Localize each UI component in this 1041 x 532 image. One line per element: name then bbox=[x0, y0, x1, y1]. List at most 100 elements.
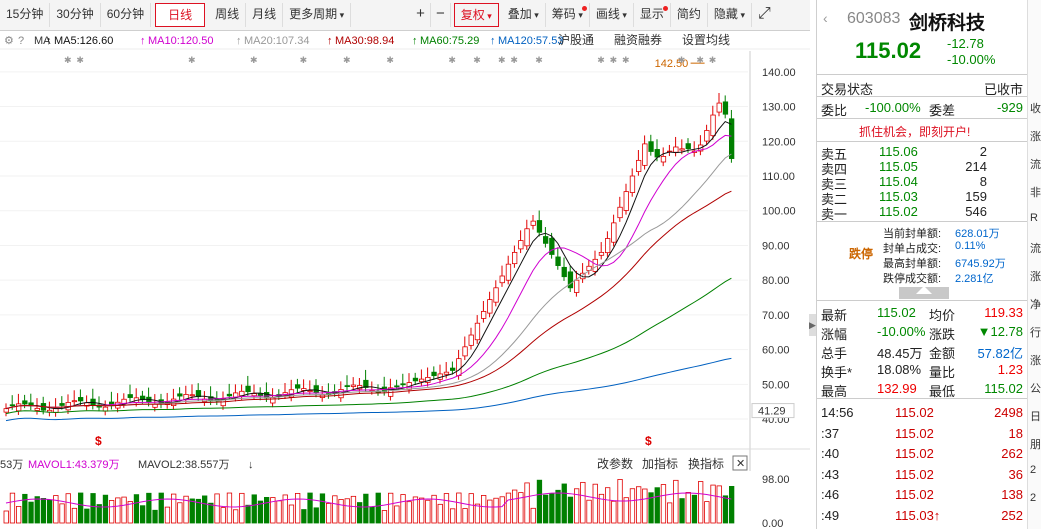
toolbar-button-0[interactable]: + bbox=[411, 3, 431, 27]
event-marker: ✱ bbox=[622, 55, 630, 65]
legend-link-1[interactable]: 融资融券 bbox=[614, 32, 662, 47]
collapse-arrow-icon bbox=[916, 286, 932, 294]
nav-arrow-icon[interactable]: ‹ bbox=[823, 10, 828, 26]
volume-bar bbox=[338, 499, 344, 524]
volume-bar bbox=[121, 496, 127, 524]
ask-volume: 546 bbox=[965, 204, 987, 219]
legend-link-0[interactable]: 沪股通 bbox=[558, 33, 594, 47]
candle-body bbox=[729, 118, 735, 159]
candle-body bbox=[301, 388, 307, 391]
tick-row[interactable]: :49 115.03↑ 252 bbox=[817, 508, 1027, 524]
vol-btn1-button[interactable]: 改参数 bbox=[597, 456, 633, 471]
volume-bar bbox=[344, 498, 350, 524]
toolbar-button-1-label: − bbox=[435, 5, 445, 22]
tick-row[interactable]: :46 115.02 138 bbox=[817, 487, 1027, 503]
volume-bar bbox=[183, 495, 189, 524]
toolbar-button-3[interactable]: 叠加 ▾ bbox=[502, 3, 546, 27]
volume-bar bbox=[65, 493, 71, 524]
toolbar-button-5[interactable]: 画线 ▾ bbox=[590, 3, 634, 27]
period-toolbar: 15分钟 30分钟 60分钟 日线 周线 月线 更多周期 ▾ + − 复权 ▾ 叠加 ▾ 筹码 ▾ 画线… bbox=[0, 0, 810, 31]
volume-bar bbox=[90, 493, 96, 524]
tick-row[interactable]: :37 115.02 18 bbox=[817, 426, 1027, 442]
volume-bar bbox=[623, 497, 629, 524]
dividend-marker-icon: $ bbox=[95, 434, 102, 448]
kline-chart-area[interactable]: ⚙? MA MA5:126.60 ↑ MA10:120.50 ↑ MA20:107.34 ↑ M… bbox=[0, 31, 810, 530]
volume-bar bbox=[468, 493, 474, 524]
period-tab-1[interactable]: 30分钟 bbox=[50, 3, 101, 27]
volume-bar bbox=[313, 507, 319, 524]
volume-bar bbox=[226, 492, 233, 524]
quote-label: 金额 bbox=[929, 346, 956, 361]
period-tab-6[interactable]: 更多周期 ▾ bbox=[283, 3, 352, 27]
volume-bar bbox=[710, 484, 716, 524]
volume-tick: 0.00 bbox=[762, 518, 783, 529]
volume-bar bbox=[294, 492, 301, 524]
toolbar-button-4[interactable]: 筹码 ▾ bbox=[546, 3, 590, 27]
price-marker: 41.29 bbox=[758, 406, 786, 418]
toolbar-button-6[interactable]: 显示 bbox=[634, 3, 671, 27]
tick-row[interactable]: :43 115.02 36 bbox=[817, 467, 1027, 483]
volume-bar bbox=[567, 496, 574, 524]
vol-btn2-button[interactable]: 加指标 bbox=[642, 456, 678, 471]
quote-value: 48.45万 bbox=[877, 346, 923, 361]
volume-bar bbox=[698, 481, 704, 524]
tick-price: 115.02 bbox=[895, 446, 934, 461]
volume-bar bbox=[456, 492, 462, 524]
edge-label: 涨 bbox=[1030, 271, 1041, 283]
period-tab-2[interactable]: 60分钟 bbox=[101, 3, 152, 27]
candle-body bbox=[543, 236, 549, 244]
open-account-link[interactable]: 抓住机会，即刻开户! bbox=[859, 125, 971, 139]
kline-chart[interactable]: ⚙? MA MA5:126.60↑ MA10:120.50↑ MA20:107.34↑ M… bbox=[0, 31, 810, 530]
volume-bar bbox=[102, 494, 109, 524]
ask-volume: 8 bbox=[979, 174, 987, 189]
price-tick: 60.00 bbox=[762, 345, 790, 357]
toolbar-button-1[interactable]: − bbox=[431, 3, 451, 27]
period-tab-0[interactable]: 15分钟 bbox=[0, 3, 51, 27]
expand-icon[interactable]: ⤢ bbox=[757, 5, 771, 22]
volume-bar bbox=[729, 485, 735, 524]
close-indicator-button[interactable] bbox=[732, 455, 748, 471]
toolbar-button-7[interactable]: 简约 bbox=[671, 3, 708, 27]
limit-value: 6745.92万 bbox=[955, 258, 1006, 270]
quote-row: 换手* 18.08% 量比 1.23 bbox=[817, 362, 1027, 380]
period-tab-4[interactable]: 周线 bbox=[209, 3, 247, 27]
candle-body bbox=[468, 334, 474, 346]
price-tick: 140.00 bbox=[762, 67, 796, 79]
volume-bar bbox=[704, 501, 710, 524]
candle-body bbox=[673, 146, 679, 153]
quote-label: 涨幅 bbox=[821, 327, 848, 342]
toolbar-button-0-label: + bbox=[416, 5, 425, 22]
vol-btn3-button[interactable]: 换指标 bbox=[688, 456, 724, 471]
candle-body bbox=[9, 404, 16, 407]
event-marker: ✱ bbox=[250, 55, 258, 65]
candle-body bbox=[34, 407, 40, 411]
event-marker: ✱ bbox=[188, 55, 196, 65]
tick-row[interactable]: :40 115.02 262 bbox=[817, 446, 1027, 462]
edge-label: 涨 bbox=[1030, 131, 1041, 143]
ask-label: 卖五 bbox=[821, 147, 848, 162]
volume-bar bbox=[78, 492, 84, 524]
candle-body bbox=[567, 271, 574, 289]
volume-bar bbox=[375, 492, 381, 524]
dropdown-icon: ▾ bbox=[575, 10, 583, 20]
edge-label: 收 bbox=[1030, 103, 1041, 115]
quote-value: 1.23 bbox=[997, 362, 1023, 377]
volume-bar bbox=[480, 495, 487, 524]
volume-bar bbox=[332, 495, 338, 524]
volume-bar bbox=[543, 494, 549, 524]
candle-body bbox=[623, 191, 629, 211]
limit-info-row: 跌停成交额: 2.281亿 bbox=[817, 270, 1027, 286]
period-tab-3[interactable]: 日线 bbox=[155, 3, 206, 27]
volume-bar bbox=[319, 493, 326, 524]
tick-time: :49 bbox=[821, 507, 840, 523]
toolbar-button-2[interactable]: 复权 ▾ bbox=[453, 3, 499, 27]
event-marker: ✱ bbox=[610, 55, 618, 65]
period-tab-5[interactable]: 月线 bbox=[246, 3, 284, 27]
toolbar-button-8[interactable]: 隐藏 ▾ bbox=[708, 3, 752, 27]
quote-label: 均价 bbox=[929, 308, 956, 323]
legend-link-2[interactable]: 设置均线 bbox=[682, 33, 730, 47]
ma-legend-ma30: MA30:98.94 bbox=[335, 35, 394, 47]
volume-bar bbox=[34, 496, 40, 524]
panel-toggle-icon[interactable]: ▶ bbox=[809, 314, 816, 336]
tick-row[interactable]: 14:56 115.02 2498 bbox=[817, 405, 1027, 421]
